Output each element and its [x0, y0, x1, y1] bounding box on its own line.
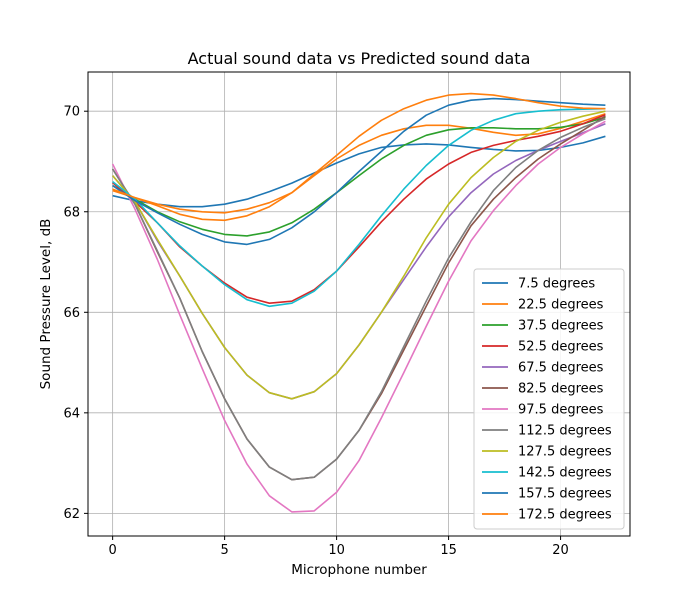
legend-label: 172.5 degrees — [518, 508, 612, 523]
legend-label: 157.5 degrees — [518, 487, 612, 502]
legend-label: 52.5 degrees — [518, 340, 604, 355]
x-tick-label: 5 — [220, 543, 228, 558]
series-line-2 — [112, 116, 606, 237]
x-axis-label: Microphone number — [291, 562, 427, 578]
legend-label: 127.5 degrees — [518, 445, 612, 460]
y-tick-label: 70 — [63, 105, 80, 120]
y-tick-label: 66 — [63, 306, 80, 321]
legend-label: 97.5 degrees — [518, 403, 604, 418]
y-axis-label: Sound Pressure Level, dB — [38, 219, 54, 390]
legend-label: 7.5 degrees — [518, 277, 595, 292]
axis-ticks: 0 5 10 15 20 62 64 66 68 70 — [63, 105, 568, 558]
legend: 7.5 degrees 22.5 degrees 37.5 degrees 52.5 … — [473, 268, 625, 530]
chart-title: Actual sound data vs Predicted sound dat… — [188, 49, 531, 68]
y-tick-label: 64 — [63, 406, 80, 421]
x-tick-label: 15 — [440, 543, 457, 558]
legend-label: 142.5 degrees — [518, 466, 612, 481]
series-line-1 — [112, 112, 606, 222]
x-tick-label: 10 — [328, 543, 345, 558]
x-tick-label: 20 — [552, 543, 569, 558]
series-line-8 — [111, 110, 606, 400]
series-line-6 — [111, 120, 606, 513]
legend-label: 37.5 degrees — [518, 319, 604, 334]
legend-box — [473, 268, 625, 530]
series-lines — [111, 92, 606, 513]
legend-label: 112.5 degrees — [518, 424, 612, 439]
legend-label: 22.5 degrees — [518, 298, 604, 313]
legend-label: 67.5 degrees — [518, 361, 604, 376]
y-tick-label: 68 — [63, 205, 80, 220]
series-line-11 — [112, 92, 606, 214]
legend-label: 82.5 degrees — [518, 382, 604, 397]
series-line-0 — [112, 135, 606, 208]
y-tick-label: 62 — [63, 507, 80, 522]
x-tick-label: 0 — [108, 543, 116, 558]
series-line-7 — [111, 118, 606, 481]
plot-frame — [87, 71, 631, 537]
series-line-9 — [112, 107, 606, 308]
